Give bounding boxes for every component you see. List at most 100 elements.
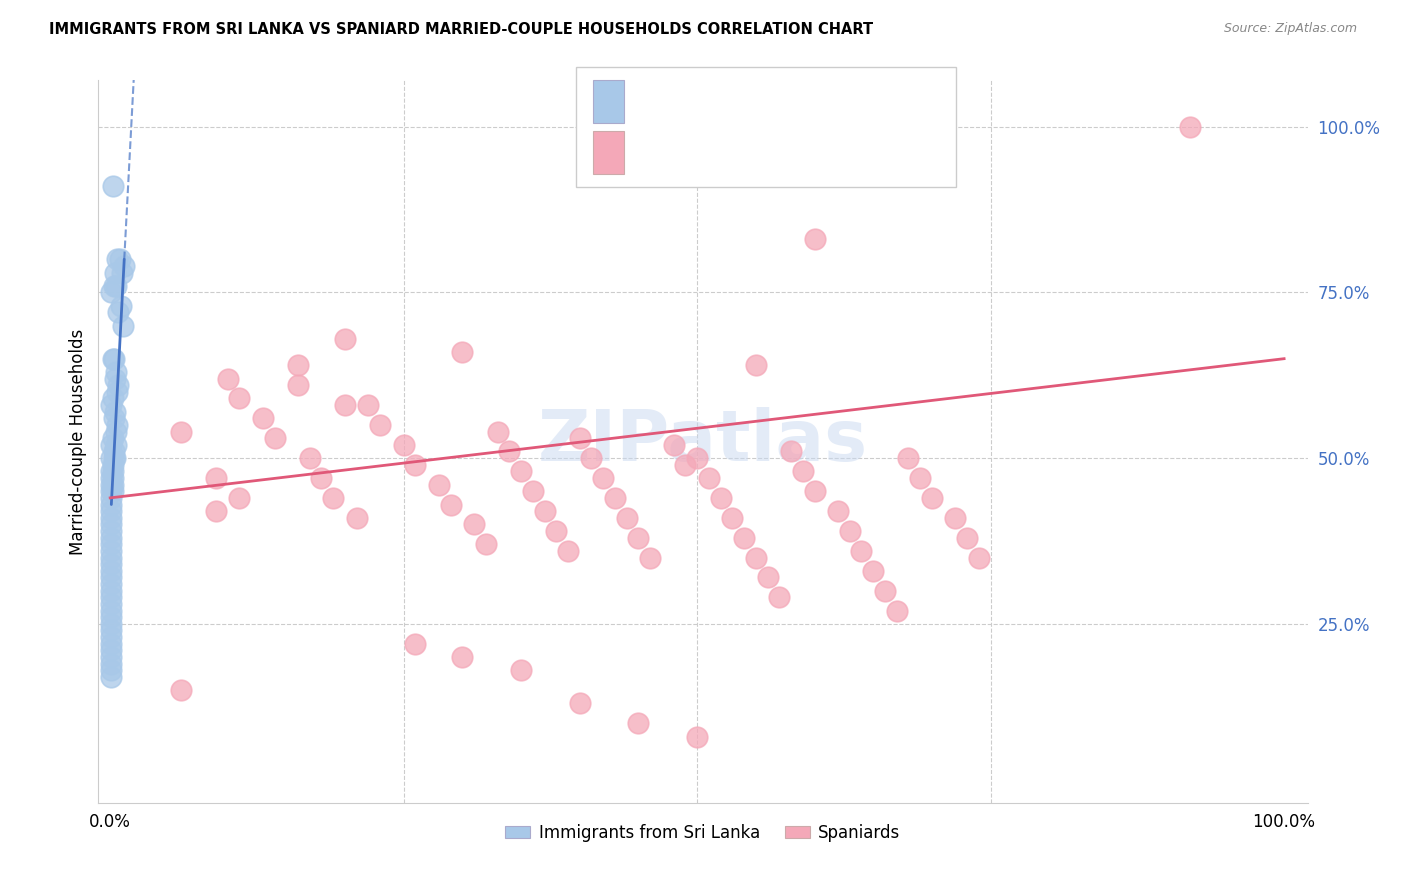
- Point: [100, 477, 122, 491]
- Point: [100, 624, 122, 638]
- Point: [886, 603, 908, 617]
- Point: [851, 544, 873, 558]
- Point: [368, 417, 391, 432]
- Point: [263, 431, 285, 445]
- Text: 74: 74: [775, 142, 801, 161]
- Point: [592, 471, 614, 485]
- Point: [100, 577, 122, 591]
- Point: [100, 637, 122, 651]
- Point: [945, 510, 967, 524]
- Point: [463, 517, 485, 532]
- Point: [100, 650, 122, 665]
- Point: [568, 697, 591, 711]
- Point: [439, 498, 461, 512]
- Point: [112, 259, 135, 273]
- Point: [697, 471, 720, 485]
- Point: [956, 531, 979, 545]
- Point: [112, 318, 135, 333]
- Point: [803, 232, 825, 246]
- Point: [100, 471, 122, 485]
- Point: [100, 438, 122, 452]
- Point: [101, 392, 124, 406]
- Text: IMMIGRANTS FROM SRI LANKA VS SPANIARD MARRIED-COUPLE HOUSEHOLDS CORRELATION CHAR: IMMIGRANTS FROM SRI LANKA VS SPANIARD MA…: [49, 22, 873, 37]
- Point: [357, 398, 380, 412]
- Point: [100, 663, 122, 677]
- Point: [686, 730, 709, 744]
- Point: [827, 504, 849, 518]
- Point: [522, 484, 544, 499]
- Point: [287, 359, 309, 373]
- Point: [510, 464, 533, 478]
- Point: [287, 378, 309, 392]
- Point: [908, 471, 931, 485]
- Point: [1180, 120, 1202, 134]
- Point: [100, 491, 122, 505]
- Point: [104, 371, 127, 385]
- Point: [311, 471, 333, 485]
- Point: [298, 451, 321, 466]
- Point: [533, 504, 555, 518]
- Point: [100, 484, 122, 499]
- Point: [100, 616, 122, 631]
- Point: [252, 411, 274, 425]
- Point: [603, 491, 626, 505]
- Point: [838, 524, 860, 538]
- Point: [100, 510, 122, 524]
- Point: [404, 458, 426, 472]
- Point: [101, 471, 124, 485]
- Point: [101, 484, 124, 499]
- Point: [107, 305, 129, 319]
- Point: [100, 603, 122, 617]
- Point: [745, 359, 768, 373]
- Point: [768, 591, 790, 605]
- Point: [873, 583, 896, 598]
- Point: [451, 345, 474, 359]
- Point: [100, 524, 122, 538]
- Point: [967, 550, 990, 565]
- Point: [486, 425, 509, 439]
- Point: [673, 458, 696, 472]
- Point: [745, 550, 768, 565]
- Point: [101, 351, 124, 366]
- Text: Source: ZipAtlas.com: Source: ZipAtlas.com: [1223, 22, 1357, 36]
- Point: [100, 451, 122, 466]
- Point: [897, 451, 920, 466]
- Point: [557, 544, 579, 558]
- Point: [105, 384, 128, 399]
- Point: [100, 670, 122, 684]
- Point: [105, 438, 128, 452]
- Point: [710, 491, 733, 505]
- Point: [104, 405, 127, 419]
- Point: [105, 278, 128, 293]
- Point: [110, 299, 132, 313]
- Point: [105, 425, 128, 439]
- Point: [862, 564, 884, 578]
- Point: [217, 371, 239, 385]
- Point: [546, 524, 568, 538]
- Point: [346, 510, 368, 524]
- Point: [103, 278, 125, 293]
- Point: [169, 683, 191, 698]
- Point: [100, 537, 122, 551]
- Point: [100, 285, 122, 300]
- Point: [111, 266, 134, 280]
- Point: [581, 451, 603, 466]
- Point: [638, 550, 661, 565]
- Point: [204, 471, 226, 485]
- Point: [756, 570, 779, 584]
- Point: [510, 663, 533, 677]
- Point: [451, 650, 474, 665]
- Point: [616, 510, 638, 524]
- Point: [103, 411, 125, 425]
- Point: [100, 591, 122, 605]
- Point: [392, 438, 415, 452]
- Point: [103, 444, 125, 458]
- Point: [100, 643, 122, 657]
- Point: [662, 438, 685, 452]
- Point: [100, 531, 122, 545]
- Point: [100, 517, 122, 532]
- Point: [103, 351, 125, 366]
- Text: N =: N =: [735, 91, 779, 111]
- Point: [333, 332, 356, 346]
- Point: [100, 464, 122, 478]
